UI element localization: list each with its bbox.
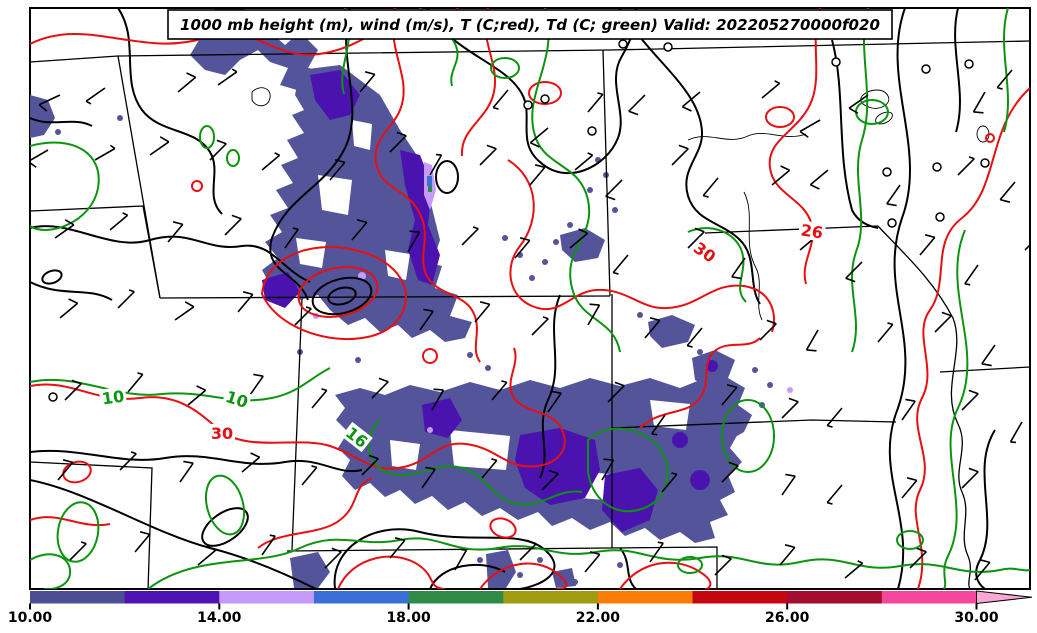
colorbar-segment	[313, 591, 410, 604]
colorbar-segment	[597, 591, 694, 604]
state-borders	[30, 40, 1030, 589]
colorbar-segment	[881, 591, 977, 604]
svg-text:30: 30	[211, 424, 233, 443]
figure-title: 1000 mb height (m), wind (m/s), T (C;red…	[180, 16, 880, 34]
colorbar-tick-label: 10.00	[8, 610, 53, 626]
colorbar-tick-label: 30.00	[954, 610, 999, 626]
svg-text:26: 26	[800, 221, 825, 243]
colorbar-tick-label: 14.00	[197, 610, 242, 626]
colorbar-overflow-arrow	[976, 590, 1033, 605]
svg-text:10: 10	[101, 387, 126, 409]
colorbar: 10.00 14.00 18.00 22.00 26.00 30.00	[8, 590, 1033, 626]
contour-label: 10	[221, 386, 253, 412]
colorbar-segment	[408, 591, 504, 604]
height-contours	[30, 8, 996, 589]
colorbar-segment	[219, 591, 315, 604]
title-box: 1000 mb height (m), wind (m/s), T (C;red…	[167, 9, 893, 40]
colorbar-segment	[692, 591, 788, 604]
colorbar-segment	[503, 591, 599, 604]
contour-label: 10	[98, 386, 128, 409]
colorbar-segment	[787, 591, 883, 604]
contour-label: 26	[797, 220, 827, 243]
dewpoint-contours	[30, 8, 1030, 589]
colorbar-segment	[30, 591, 126, 604]
colorbar-tick-label: 26.00	[765, 610, 810, 626]
calm-wind-stations	[48, 39, 990, 402]
wind-barbs	[30, 68, 1030, 581]
colorbar-tick-label: 22.00	[576, 610, 621, 626]
wind-speed-shading	[30, 9, 793, 588]
colorbar-segment	[124, 591, 220, 604]
colorbar-tick-label: 18.00	[386, 610, 431, 626]
contour-label: 30	[209, 424, 235, 443]
